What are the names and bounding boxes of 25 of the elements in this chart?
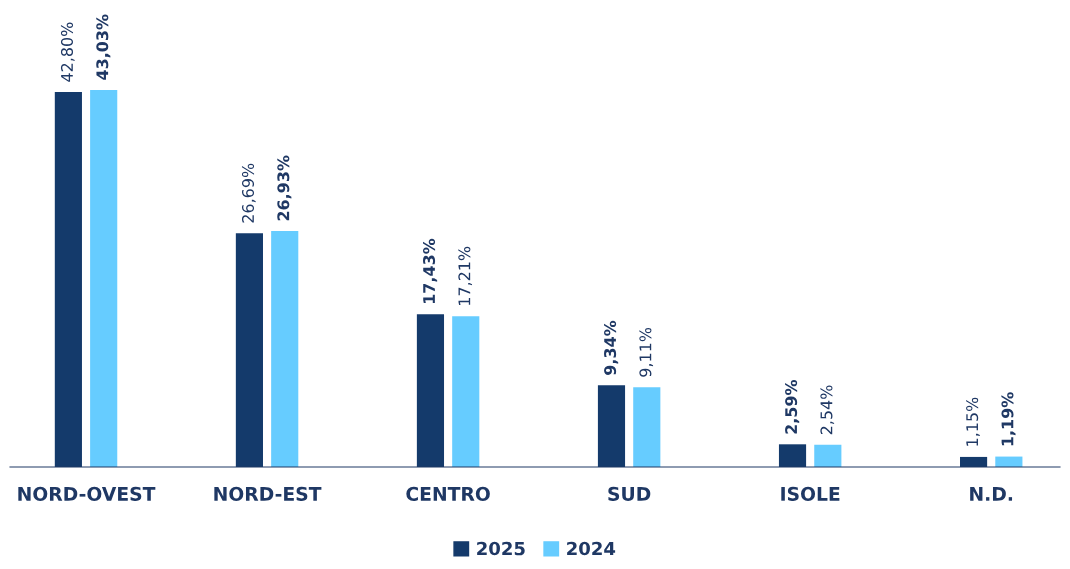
data-label: 1,19% [1001, 392, 1016, 446]
legend-label: 2025 [477, 541, 525, 556]
bar [90, 89, 118, 467]
x-tick-label: CENTRO [406, 486, 490, 501]
data-label: 9,34% [604, 320, 619, 375]
bar [452, 316, 480, 467]
data-label: 2,54% [820, 385, 835, 435]
data-label: 26,69% [241, 163, 256, 223]
data-label: 26,93% [277, 155, 292, 221]
bar [271, 231, 299, 467]
legend-label: 2024 [567, 541, 616, 556]
x-tick-label: NORD-EST [214, 486, 322, 501]
data-label: 9,11% [639, 327, 654, 377]
data-label: 17,21% [458, 246, 473, 306]
x-tick-label: SUD [608, 486, 651, 501]
bar [814, 444, 842, 467]
x-tick-label: N.D. [970, 487, 1013, 501]
data-label: 42,80% [60, 22, 75, 82]
data-label: 1,15% [966, 397, 980, 446]
data-label: 43,03% [96, 14, 111, 80]
x-tick-label: NORD-OVEST [18, 486, 156, 501]
bar [633, 387, 661, 467]
x-tick-label: ISOLE [781, 486, 840, 501]
data-label: 2,59% [785, 379, 800, 434]
data-label: 17,43% [423, 238, 438, 304]
